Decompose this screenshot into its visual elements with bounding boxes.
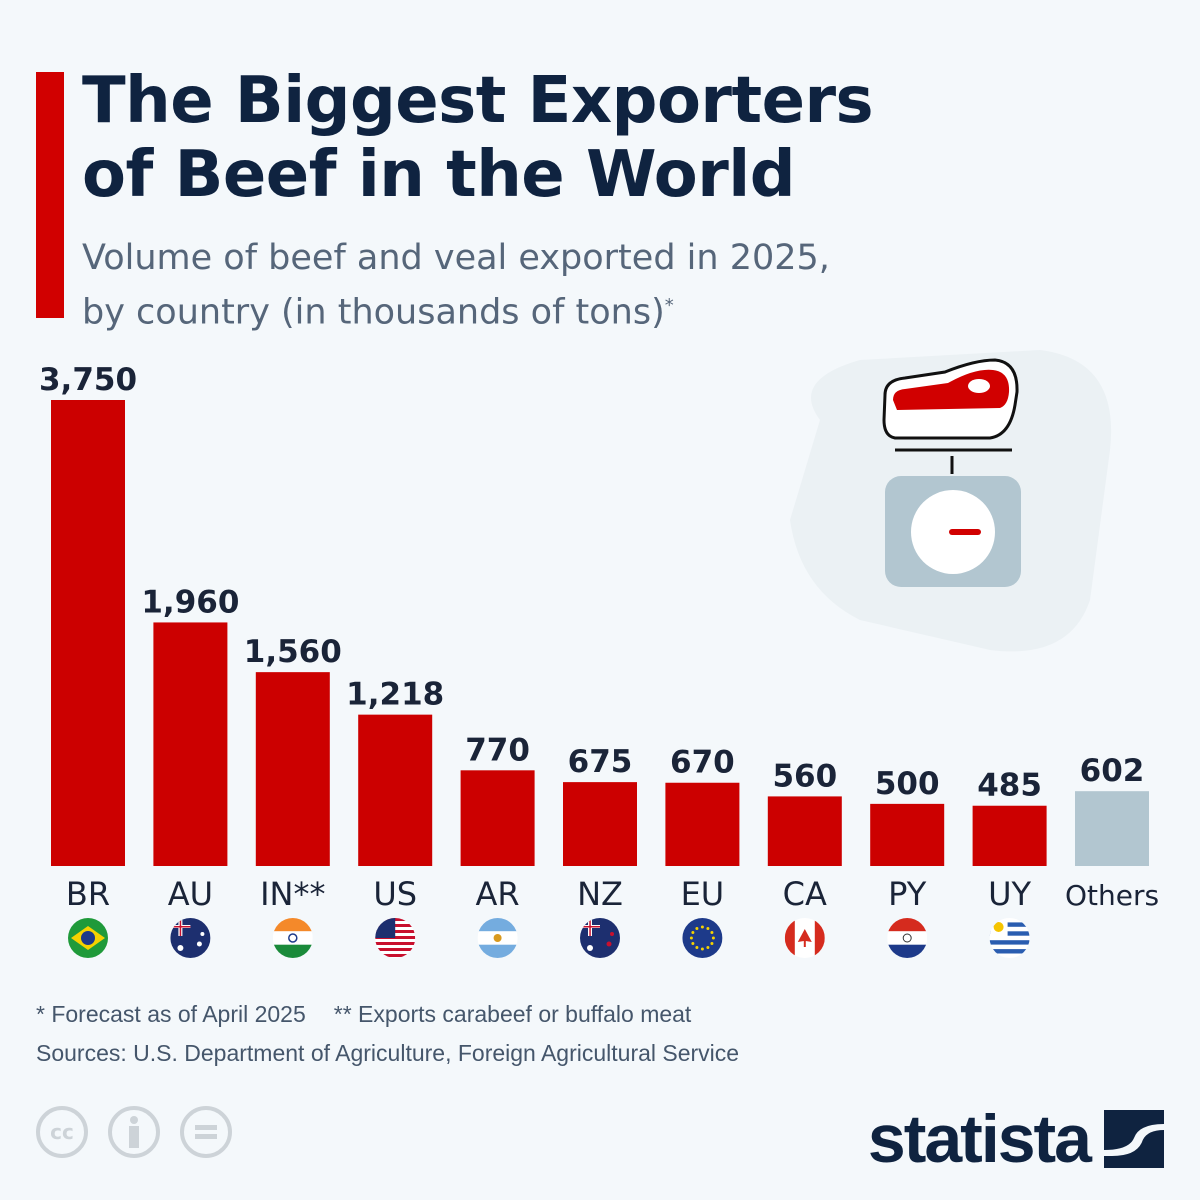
value-label: 602 xyxy=(1080,753,1145,789)
category-label: NZ xyxy=(577,875,623,913)
category-label: EU xyxy=(681,875,725,913)
category-label: IN** xyxy=(260,875,325,913)
uruguay-flag-icon xyxy=(989,918,1030,958)
subtitle-line-1: Volume of beef and veal exported in 2025… xyxy=(82,238,830,278)
canada-flag-icon xyxy=(784,918,825,958)
brazil-flag-icon xyxy=(68,918,108,958)
title-line-2: of Beef in the World xyxy=(82,138,796,212)
cc-icon[interactable]: cc xyxy=(36,1106,88,1158)
eu-flag-icon xyxy=(682,918,723,958)
statista-logo[interactable]: statista xyxy=(868,1100,1164,1178)
subtitle-line-2: by country (in thousands of tons) xyxy=(82,292,665,333)
value-label: 485 xyxy=(977,768,1042,804)
bar-in xyxy=(255,672,330,866)
new-zealand-flag-icon xyxy=(580,918,620,958)
bar-au xyxy=(153,622,228,866)
category-label: PY xyxy=(888,875,927,913)
value-label: 500 xyxy=(875,766,940,802)
equals-icon xyxy=(195,1125,217,1139)
category-label: Others xyxy=(1065,879,1159,912)
brand-name: statista xyxy=(867,1101,1092,1177)
bar-eu xyxy=(665,782,740,866)
chart-subtitle: Volume of beef and veal exported in 2025… xyxy=(82,234,830,337)
note-forecast: * Forecast as of April 2025 xyxy=(36,1001,306,1027)
sources-text: Sources: U.S. Department of Agriculture,… xyxy=(36,1040,740,1066)
value-label: 770 xyxy=(465,732,530,768)
value-label: 1,218 xyxy=(346,677,444,713)
beef-scale-illustration xyxy=(790,350,1112,652)
bar-br xyxy=(51,400,125,866)
bar-py xyxy=(870,803,945,866)
paraguay-flag-icon xyxy=(887,918,928,958)
cc-text: cc xyxy=(50,1120,74,1144)
bar-ar xyxy=(460,770,535,866)
title-line-1: The Biggest Exporters xyxy=(82,64,874,138)
no-derivatives-icon[interactable] xyxy=(180,1106,232,1158)
value-label: 1,960 xyxy=(141,584,239,620)
bar-uy xyxy=(972,805,1047,866)
australia-flag-icon xyxy=(170,918,211,958)
bar-ca xyxy=(767,796,842,866)
usa-flag-icon xyxy=(375,918,416,958)
value-label: 1,560 xyxy=(244,634,342,670)
chart-title: The Biggest Exporters of Beef in the Worl… xyxy=(82,64,874,212)
category-label: US xyxy=(373,875,417,913)
person-icon xyxy=(129,1116,139,1148)
category-label: BR xyxy=(66,875,110,913)
value-label: 560 xyxy=(772,758,837,794)
note-carabeef: ** Exports carabeef or buffalo meat xyxy=(333,1001,692,1027)
subtitle-footnote-mark: * xyxy=(664,295,674,316)
value-label: 670 xyxy=(670,745,735,781)
bar-us xyxy=(358,714,433,866)
bar-nz xyxy=(563,782,637,866)
title-accent-bar xyxy=(36,72,64,318)
category-label: CA xyxy=(783,875,827,913)
category-label: AR xyxy=(476,875,520,913)
category-label: AU xyxy=(168,875,213,913)
argentina-flag-icon xyxy=(477,918,518,958)
value-label: 3,750 xyxy=(39,362,137,398)
footnote-forecast: * Forecast as of April 2025 ** Exports ca… xyxy=(36,1001,691,1028)
india-flag-icon xyxy=(272,918,313,958)
value-label: 675 xyxy=(568,744,633,780)
attribution-icon[interactable] xyxy=(108,1106,160,1158)
bar-chart: 3,750 BR 1,960 AU 1,560 IN** 1,218 US 770 AR 675 NZ… xyxy=(38,350,1160,958)
category-label: UY xyxy=(988,875,1031,913)
bar-others xyxy=(1075,791,1149,866)
statista-mark-icon xyxy=(1104,1110,1164,1168)
